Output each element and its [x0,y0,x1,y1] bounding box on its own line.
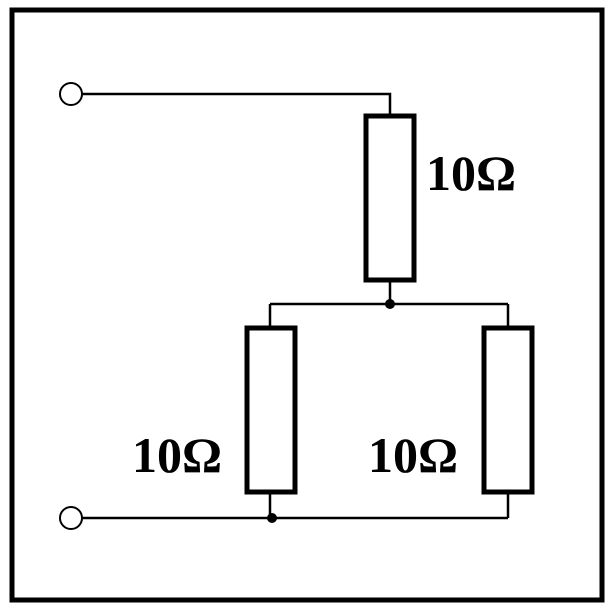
junction-node-top [385,299,395,309]
top-input-wire [82,92,392,116]
resistor-bottom-left [244,325,298,495]
resistor-bottom-right-label: 10Ω [368,427,458,483]
resistor-top-label: 10Ω [426,145,516,201]
junction-node-bottom [267,513,277,523]
input-terminal-bottom [59,506,83,530]
input-terminal-top [59,82,83,106]
resistor-bottom-left-label: 10Ω [132,427,222,483]
resistor-bottom-right [481,325,535,495]
resistor-top [363,113,417,283]
